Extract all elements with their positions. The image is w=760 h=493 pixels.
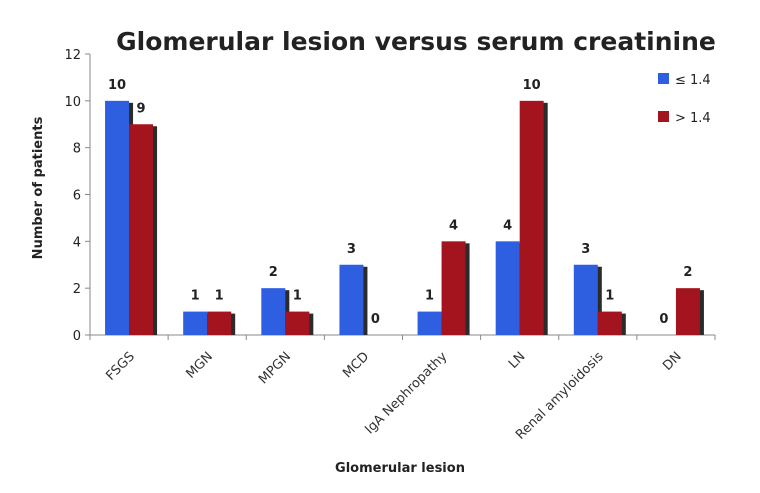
data-label: 4 [449, 218, 458, 233]
data-label: 1 [293, 289, 302, 304]
bar-high-1 [207, 311, 232, 335]
y-tick-label: 2 [73, 282, 81, 297]
data-label: 1 [191, 289, 200, 304]
bar-low-3 [339, 264, 364, 335]
data-label: 1 [425, 289, 434, 304]
bar-high-0 [129, 124, 154, 335]
category-label: LN [506, 349, 529, 372]
y-tick-label: 0 [73, 329, 81, 344]
bars [105, 100, 704, 335]
legend-swatch [658, 73, 669, 84]
legend-label: ≤ 1.4 [675, 73, 711, 88]
legend: ≤ 1.4 > 1.4 [658, 73, 711, 126]
data-label: 4 [503, 218, 512, 233]
category-label: MGN [183, 349, 216, 382]
category-label: MPGN [256, 349, 294, 387]
bar-high-6 [597, 311, 622, 335]
data-label: 3 [347, 242, 356, 257]
bar-high-7 [675, 288, 700, 335]
bar-high-5 [519, 100, 544, 335]
bar-high-4 [441, 241, 466, 335]
data-label: 10 [108, 78, 126, 93]
category-label: Renal amyloidosis [513, 349, 607, 443]
y-tick-label: 6 [73, 189, 81, 204]
bar-low-1 [183, 311, 208, 335]
data-label: 1 [605, 289, 614, 304]
bar-low-5 [495, 241, 520, 335]
category-label: DN [660, 349, 685, 374]
y-axis: 0 2 4 6 8 10 12 [64, 48, 91, 344]
data-label: 2 [269, 265, 278, 280]
y-tick-label: 4 [73, 235, 81, 250]
y-tick-label: 8 [73, 142, 81, 157]
bar-low-0 [105, 100, 130, 335]
bar-low-2 [261, 288, 286, 335]
legend-label: > 1.4 [675, 111, 711, 126]
category-label: MCD [340, 349, 372, 381]
data-label: 9 [137, 101, 146, 116]
data-label: 2 [683, 265, 692, 280]
category-label: FSGS [103, 349, 138, 384]
legend-swatch [658, 111, 669, 122]
data-label: 0 [371, 312, 380, 327]
category-label: IgA Nephropathy [362, 349, 450, 437]
data-label: 0 [659, 312, 668, 327]
y-tick-label: 10 [64, 95, 81, 110]
bar-low-6 [573, 264, 598, 335]
data-label: 3 [581, 242, 590, 257]
data-label: 10 [523, 78, 541, 93]
bar-low-4 [417, 311, 442, 335]
data-label: 1 [215, 289, 224, 304]
y-tick-label: 12 [64, 48, 81, 63]
bar-high-2 [285, 311, 310, 335]
x-axis-title: Glomerular lesion [335, 461, 465, 476]
y-axis-title: Number of patients [31, 116, 46, 259]
x-axis [89, 334, 716, 340]
chart-title: Glomerular lesion versus serum creatinin… [116, 27, 716, 56]
